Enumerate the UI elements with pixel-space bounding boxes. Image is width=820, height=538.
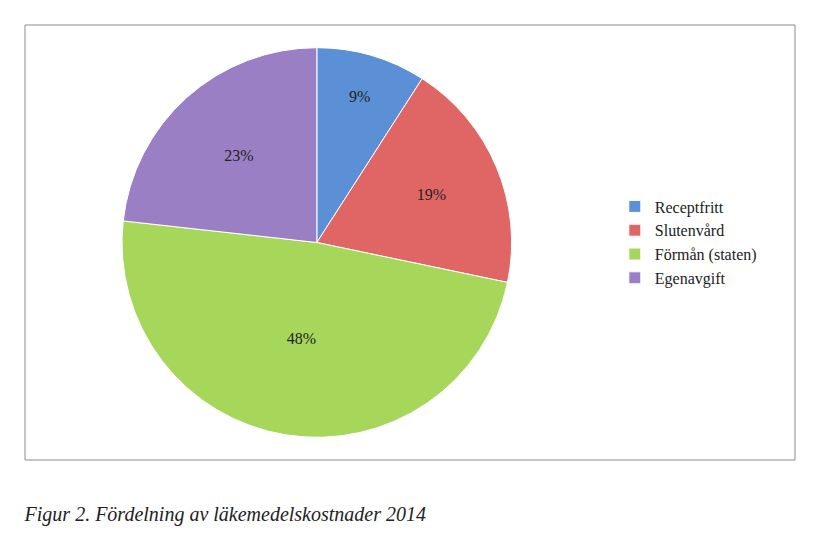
svg-text:Förmån (staten): Förmån (staten) bbox=[655, 246, 757, 264]
svg-text:23%: 23% bbox=[224, 147, 253, 164]
svg-text:Receptfritt: Receptfritt bbox=[655, 199, 724, 217]
svg-text:Egenavgift: Egenavgift bbox=[655, 270, 726, 288]
svg-text:Slutenvård: Slutenvård bbox=[655, 222, 724, 239]
svg-text:48%: 48% bbox=[287, 330, 316, 347]
svg-text:9%: 9% bbox=[349, 88, 370, 105]
svg-text:19%: 19% bbox=[417, 186, 446, 203]
svg-text:Figur 2. Fördelning av läkemed: Figur 2. Fördelning av läkemedelskostnad… bbox=[24, 503, 426, 526]
